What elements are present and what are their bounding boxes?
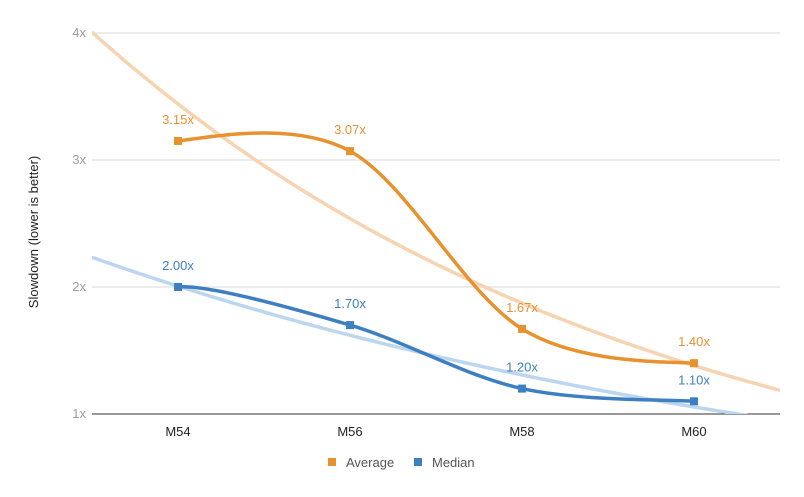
- data-label-average: 3.15x: [162, 112, 194, 127]
- data-point-median: [690, 397, 698, 406]
- data-point-average: [174, 136, 182, 145]
- data-point-median: [518, 384, 526, 393]
- data-label-median: 1.70x: [334, 296, 366, 311]
- data-point-average: [346, 147, 354, 156]
- x-tick-label: M54: [165, 424, 190, 439]
- data-label-median: 1.20x: [506, 360, 538, 375]
- legend-swatch-average: [328, 458, 336, 466]
- x-tick-label: M60: [681, 424, 706, 439]
- gridlines: [92, 32, 780, 415]
- legend-label-average: Average: [346, 455, 394, 470]
- legend-label-median: Median: [432, 455, 475, 470]
- data-label-median: 2.00x: [162, 258, 194, 273]
- data-point-average: [690, 359, 698, 368]
- y-tick-label: 3x: [72, 152, 86, 167]
- data-label-median: 1.10x: [678, 372, 710, 387]
- y-tick-label: 2x: [72, 279, 86, 294]
- data-label-average: 3.07x: [334, 122, 366, 137]
- x-tick-label: M56: [337, 424, 362, 439]
- data-label-average: 1.67x: [506, 300, 538, 315]
- data-labels: 3.15x 3.07x 1.67x 1.40x 2.00x 1.70x 1.20x 1.10x: [162, 112, 710, 387]
- y-tick-label: 4x: [72, 25, 86, 40]
- data-label-average: 1.40x: [678, 334, 710, 349]
- data-point-median: [174, 283, 182, 291]
- y-axis-ticks: 1x 2x 3x 4x: [72, 25, 86, 421]
- series-lines: [174, 131, 698, 406]
- legend: Average Median: [328, 455, 475, 470]
- data-point-median: [346, 321, 354, 330]
- trendline-average: [92, 30, 780, 392]
- series-line-average: [177, 131, 695, 365]
- x-axis-ticks: M54 M56 M58 M60: [165, 424, 706, 439]
- data-point-average: [518, 324, 526, 333]
- y-axis-label: Slowdown (lower is better): [26, 156, 41, 308]
- legend-swatch-median: [414, 458, 422, 466]
- x-tick-label: M58: [509, 424, 534, 439]
- series-line-median: [177, 285, 695, 404]
- trend-lines: [92, 30, 780, 414]
- trendline-median: [92, 255, 749, 414]
- y-tick-label: 1x: [72, 406, 86, 421]
